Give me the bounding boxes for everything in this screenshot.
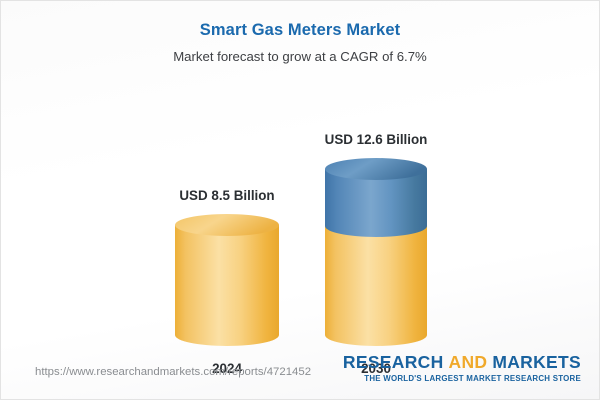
logo-word-and: AND xyxy=(448,352,488,372)
chart-footer: https://www.researchandmarkets.com/repor… xyxy=(1,344,599,399)
page-title: Smart Gas Meters Market xyxy=(199,21,401,39)
logo-wordmark: RESEARCH AND MARKETS xyxy=(343,352,581,372)
cylinder-2024 xyxy=(175,214,279,346)
chart-subtitle: Market forecast to grow at a CAGR of 6.7… xyxy=(173,49,427,64)
category-label-2024: 2024 xyxy=(212,361,242,376)
chart-header: Smart Gas Meters Market Market forecast … xyxy=(1,19,599,66)
logo-tagline: THE WORLD'S LARGEST MARKET RESEARCH STOR… xyxy=(364,374,581,383)
cylinder-2030-svg xyxy=(325,158,427,346)
cylinder-2024-svg xyxy=(175,214,279,346)
bar-group-2030[interactable]: USD 12.6 Billion xyxy=(324,36,428,376)
logo-word-research: RESEARCH xyxy=(342,352,444,372)
category-label-2030: 2030 xyxy=(361,361,391,376)
bar-value-label-2024: USD 8.5 Billion xyxy=(179,188,275,203)
cylinder-2030 xyxy=(325,158,427,346)
source-url-link[interactable]: https://www.researchandmarkets.com/repor… xyxy=(35,366,312,378)
research-and-markets-logo[interactable]: RESEARCH AND MARKETS THE WORLD'S LARGEST M… xyxy=(343,352,581,384)
bar-value-label-2030: USD 12.6 Billion xyxy=(324,132,428,147)
bar-group-2024[interactable]: USD 8.5 Billion xyxy=(175,36,279,376)
logo-word-markets: MARKETS xyxy=(492,352,581,372)
plot-area: USD 8.5 Billion xyxy=(1,1,599,376)
